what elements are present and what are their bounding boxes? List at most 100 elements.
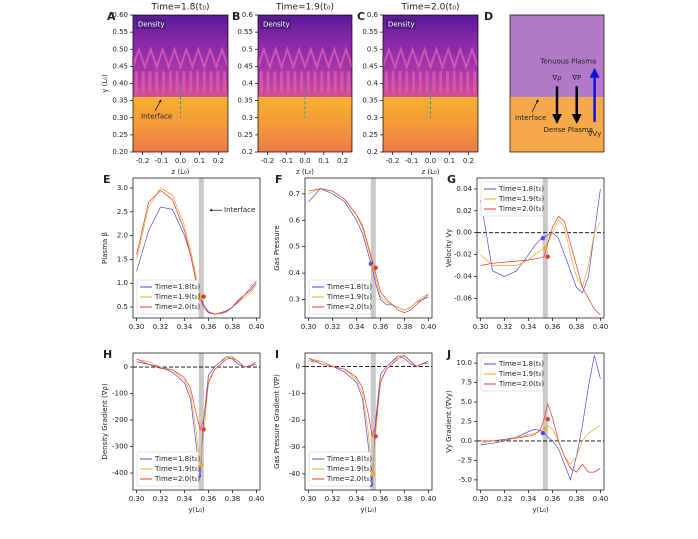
y-tick-label: 0 (296, 362, 300, 370)
density-dense (258, 97, 352, 152)
y-tick-label: 0.0 (461, 437, 472, 445)
y-tick-label: -0.04 (454, 272, 473, 280)
y-tick-label: -30 (289, 443, 300, 451)
y-tick-label: 0.6 (242, 11, 254, 19)
y-tick-label: 0.7 (289, 190, 300, 198)
panel-letter: F (275, 173, 283, 186)
tenuous-region (510, 15, 604, 98)
panel-letter: I (275, 348, 279, 361)
annotation-arrow (154, 99, 162, 112)
y-tick-label: 0.5 (367, 45, 378, 53)
x-axis-label: z (L₀) (171, 168, 189, 176)
density-dense (133, 97, 228, 152)
legend-box (308, 451, 372, 487)
panel-letter: H (103, 348, 112, 361)
panel-label: Density (138, 21, 165, 29)
legend-box (480, 356, 544, 392)
y-tick-label: 0.5 (289, 243, 300, 251)
x-tick-label: 0.34 (521, 495, 537, 503)
interface-point (201, 427, 206, 432)
panel-letter: J (446, 348, 451, 361)
y-axis-label: Gas Pressure Gradient (∇P) (273, 374, 281, 469)
panel-letter: B (232, 10, 240, 23)
interface-arrow (531, 99, 539, 113)
y-tick-label: 0.25 (112, 131, 128, 139)
series-line (480, 424, 601, 465)
series-line (480, 215, 601, 315)
panel-letter: D (484, 10, 493, 23)
x-tick-label: 0.38 (569, 323, 585, 331)
series-line (480, 188, 601, 294)
density-structure (382, 46, 479, 71)
frame (509, 14, 605, 153)
y-tick-label: 0.60 (112, 11, 128, 19)
legend-label: Time=1.9(t₀) (326, 293, 372, 301)
x-tick-label: -0.1 (405, 157, 419, 165)
y-tick-label: -40 (289, 470, 300, 478)
x-tick-label: 0.30 (129, 495, 145, 503)
legend-box (480, 181, 544, 217)
y-tick-label: 1.5 (117, 255, 128, 263)
y-tick-label: 7.5 (461, 379, 472, 387)
y-tick-label: 0.55 (112, 28, 128, 36)
interface-point (540, 235, 546, 241)
x-tick-label: 0.38 (397, 323, 413, 331)
y-tick-label: -200 (112, 416, 128, 424)
y-tick-label: -0.06 (454, 294, 473, 302)
y-tick-label: 0.3 (289, 296, 300, 304)
y-tick-label: 0.5 (117, 303, 128, 311)
y-tick-label: 0.6 (367, 11, 379, 19)
y-tick-label: 0.50 (112, 45, 128, 53)
interface-point (373, 265, 378, 271)
panel-letter: G (447, 173, 456, 186)
legend-label: Time=1.9(t₀) (154, 465, 200, 473)
series-line (480, 402, 601, 473)
interface-band (370, 178, 376, 318)
legend-label: Time=1.8(t₀) (326, 455, 372, 463)
series-line (308, 355, 429, 437)
grad-v-label: ∇Vy (587, 130, 601, 138)
legend-label: Time=1.8(t₀) (326, 283, 372, 291)
y-tick-label: 2.0 (117, 232, 128, 240)
legend-box (136, 451, 200, 487)
y-axis-label: Plasma β (101, 232, 109, 264)
interface-point (373, 434, 378, 439)
y-tick-label: 0.00 (456, 229, 472, 237)
x-tick-label: 0.32 (497, 323, 513, 331)
density-dense (383, 97, 478, 152)
x-tick-label: 0.36 (545, 323, 561, 331)
series-line (136, 356, 257, 476)
interface-point (543, 426, 548, 431)
interface-point (545, 416, 550, 422)
annotation: Interface (224, 206, 255, 214)
axes-frame (132, 177, 261, 319)
panel-label: Density (263, 21, 290, 29)
y-tick-label: 0.55 (237, 28, 253, 36)
x-tick-label: 0.32 (153, 495, 169, 503)
y-tick-label: 10.0 (456, 359, 472, 367)
x-tick-label: 0.30 (473, 323, 489, 331)
y-tick-label: 0.04 (456, 185, 472, 193)
x-tick-label: 0.38 (225, 323, 241, 331)
y-axis-label: Velocity Vy (445, 229, 453, 267)
x-tick-label: 0.40 (249, 495, 265, 503)
x-tick-label: 0.30 (473, 495, 489, 503)
legend-label: Time=1.9(t₀) (498, 195, 544, 203)
series-line (136, 189, 257, 315)
x-tick-label: 0.36 (201, 323, 217, 331)
y-tick-label: -10 (289, 389, 300, 397)
interface-point (371, 471, 376, 477)
y-axis-label: y (L₀) (101, 74, 109, 93)
legend-label: Time=1.8(t₀) (498, 360, 544, 368)
x-tick-label: 0.40 (421, 323, 437, 331)
legend-label: Time=2.0(t₀) (498, 205, 544, 213)
x-tick-label: 0.38 (397, 495, 413, 503)
y-tick-label: 0.4 (367, 80, 379, 88)
x-tick-label: 0.34 (521, 323, 537, 331)
x-tick-label: 0.40 (249, 323, 265, 331)
interface-band (198, 353, 204, 490)
y-tick-label: 0.3 (367, 114, 378, 122)
x-tick-label: 0.40 (421, 495, 437, 503)
legend-box (308, 279, 372, 315)
x-tick-label: 0.34 (177, 323, 193, 331)
